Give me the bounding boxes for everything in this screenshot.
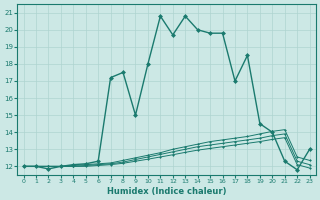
X-axis label: Humidex (Indice chaleur): Humidex (Indice chaleur) (107, 187, 226, 196)
